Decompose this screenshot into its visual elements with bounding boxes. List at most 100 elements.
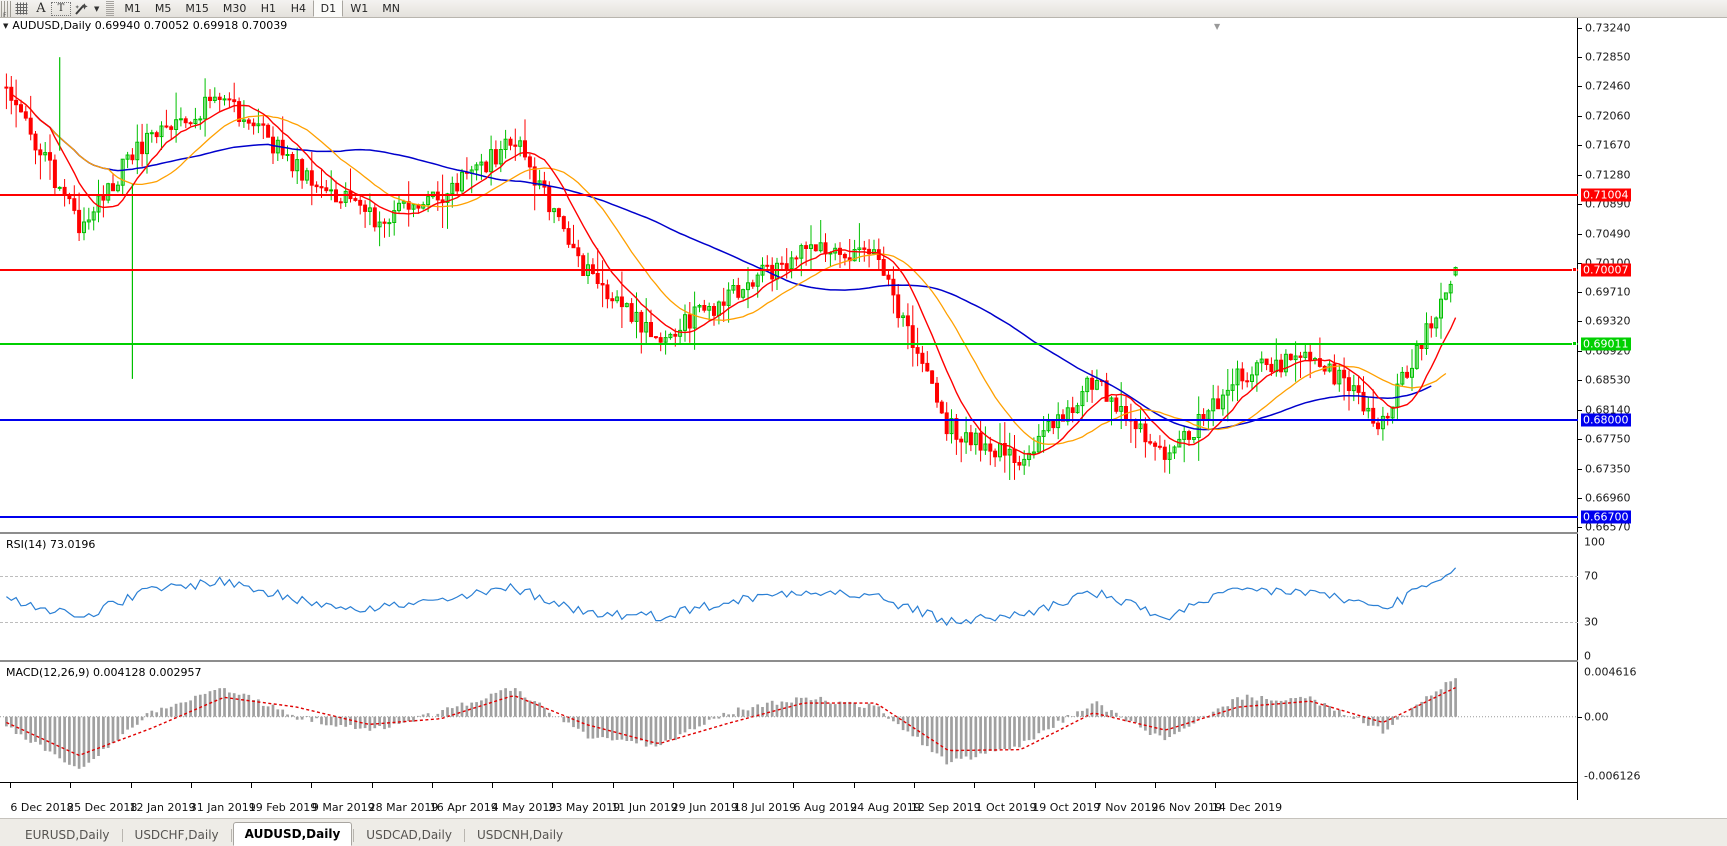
tab-usdcnh[interactable]: USDCNH,Daily [476, 828, 564, 842]
price-axis-tick [1578, 28, 1582, 29]
date-axis-tick [1215, 783, 1216, 788]
tab-usdchf[interactable]: USDCHF,Daily [134, 828, 219, 842]
level-line-resistance-lower[interactable] [0, 266, 1578, 272]
date-axis-label: 12 Sep 2019 [910, 801, 981, 814]
date-axis-tick [552, 783, 554, 788]
macd-axis-label: -0.006126 [1584, 769, 1641, 783]
timeframe-mn[interactable]: MN [382, 2, 400, 15]
rsi-pane[interactable]: RSI(14) 73.0196 [0, 536, 1578, 662]
level-price-badge-support-blue-upper[interactable]: 0.68000 [1581, 413, 1631, 427]
date-axis-label: 7 Nov 2019 [1094, 801, 1159, 814]
date-axis-label: 24 Aug 2019 [850, 801, 921, 814]
chart-header: ▼ AUDUSD,Daily 0.69940 0.70052 0.69918 0… [0, 18, 660, 32]
date-axis-label: 14 Dec 2019 [1211, 801, 1283, 814]
macd-signal-line [6, 686, 1456, 757]
ma-fast-line [10, 93, 1457, 456]
date-axis-label: 1 Oct 2019 [975, 801, 1037, 814]
date-axis[interactable]: 6 Dec 2018 25 Dec 2018 12 Jan 2019 31 Jan 2… [0, 782, 1578, 818]
date-axis-label: 26 Nov 2019 [1151, 801, 1222, 814]
tab-divider [230, 829, 232, 842]
magic-wand-icon[interactable] [71, 1, 93, 17]
date-axis-label: 19 Oct 2019 [1032, 801, 1101, 814]
tab-divider [121, 829, 123, 842]
rsi-level-70 [0, 576, 1578, 578]
price-axis-label: 0.68140 [1585, 403, 1631, 417]
price-axis-label: 0.69320 [1585, 314, 1631, 328]
date-axis-label: 23 May 2019 [548, 801, 621, 814]
timeframe-w1[interactable]: W1 [350, 2, 369, 15]
date-axis-tick [974, 783, 975, 788]
text-label-icon[interactable]: A [36, 1, 46, 16]
price-axis-label: 0.69710 [1585, 285, 1631, 299]
date-axis-label: 12 Jan 2019 [129, 801, 196, 814]
rsi-axis-label: 70 [1584, 569, 1598, 583]
timeframe-m1[interactable]: M1 [124, 2, 141, 15]
timeframe-d1[interactable]: D1 [313, 0, 344, 17]
level-price-badge-resistance-lower[interactable]: 0.70007 [1581, 263, 1631, 277]
price-axis-label: 0.67350 [1585, 462, 1631, 476]
date-axis-label: 31 Jan 2019 [189, 801, 256, 814]
chevron-down-icon[interactable]: ▼ [94, 4, 100, 13]
tab-usdcad[interactable]: USDCAD,Daily [366, 828, 452, 842]
date-axis-label: 4 May 2019 [491, 801, 557, 814]
macd-axis-label: 0.00 [1584, 710, 1609, 724]
date-axis-tick [612, 783, 614, 788]
level-line-support-green[interactable] [0, 341, 1578, 347]
timeframe-h1[interactable]: H1 [260, 2, 277, 15]
text-box-icon[interactable]: T [51, 1, 71, 16]
level-price-badge-support-blue-lower[interactable]: 0.66700 [1581, 510, 1631, 524]
price-axis-tick [1578, 233, 1582, 235]
rsi-curve [6, 567, 1457, 627]
timeframe-m15[interactable]: M15 [185, 2, 209, 15]
crosshair-grid-icon[interactable] [11, 1, 31, 17]
level-price-badge-support-green[interactable]: 0.69011 [1581, 337, 1631, 351]
price-axis-label: 0.70490 [1585, 227, 1631, 241]
timeframe-h4[interactable]: H4 [290, 2, 307, 15]
toolbar-separator [106, 1, 115, 16]
price-axis-tick [1578, 468, 1582, 470]
scroll-marker-icon[interactable]: ▼ [1214, 22, 1221, 31]
tab-audusd[interactable]: AUDUSD,Daily [232, 822, 353, 846]
ma-mid-line [20, 100, 1447, 445]
date-axis-tick [10, 783, 11, 788]
date-axis-label: 28 Mar 2019 [368, 801, 439, 814]
macd-axis-label: 0.004616 [1584, 665, 1637, 679]
date-axis-label: 18 Jul 2019 [733, 801, 797, 814]
timeframe-m30[interactable]: M30 [222, 2, 247, 15]
price-axis[interactable]: 0.73240 0.72850 0.72460 0.72060 0.71670 0.712… [1578, 18, 1727, 800]
level-drag-handle[interactable] [1572, 341, 1577, 347]
collapse-triangle-icon[interactable]: ▼ [3, 21, 9, 30]
chart-title-ohlc: AUDUSD,Daily 0.69940 0.70052 0.69918 0.7… [12, 18, 288, 32]
chart-area[interactable]: ▼ AUDUSD,Daily 0.69940 0.70052 0.69918 0… [0, 18, 1727, 818]
date-axis-tick [190, 783, 192, 788]
timeframe-m5[interactable]: M5 [154, 2, 172, 15]
toolbar-drag-handle[interactable] [1, 0, 11, 19]
price-pane[interactable]: ▼ AUDUSD,Daily 0.69940 0.70052 0.69918 0… [0, 18, 1578, 534]
ma-slow-line [34, 114, 1432, 431]
price-axis-tick [1578, 409, 1582, 411]
date-axis-tick [913, 783, 915, 788]
price-axis-tick [1578, 497, 1582, 499]
price-axis-tick [1578, 57, 1582, 59]
rsi-axis-label: 100 [1584, 535, 1605, 549]
macd-histogram [0, 678, 1578, 769]
level-price-badge-resistance-upper[interactable]: 0.71004 [1581, 188, 1631, 202]
level-line-support-blue-lower[interactable] [0, 516, 1578, 519]
date-axis-tick [793, 783, 795, 788]
date-axis-tick [1154, 783, 1156, 788]
level-line-resistance-upper[interactable] [0, 194, 1578, 197]
chart-tab-bar: EURUSD,Daily USDCHF,Daily AUDUSD,Daily USDC… [0, 818, 1727, 846]
price-axis-label: 0.71280 [1585, 168, 1631, 182]
price-axis-label: 0.72060 [1585, 109, 1631, 123]
date-axis-tick [130, 783, 132, 788]
date-axis-tick [853, 783, 855, 788]
tab-eurusd[interactable]: EURUSD,Daily [25, 828, 110, 842]
level-line-support-blue-upper[interactable] [0, 419, 1578, 422]
crosshair-grid-glyph [15, 2, 27, 15]
level-drag-handle[interactable] [1572, 266, 1577, 272]
date-axis-label: 6 Dec 2018 [10, 801, 74, 814]
price-axis-label: 0.68530 [1585, 373, 1631, 387]
macd-pane[interactable]: MACD(12,26,9) 0.004128 0.002957 [0, 664, 1578, 782]
date-axis-label: 25 Dec 2018 [67, 801, 138, 814]
price-axis-label: 0.66960 [1585, 491, 1631, 505]
